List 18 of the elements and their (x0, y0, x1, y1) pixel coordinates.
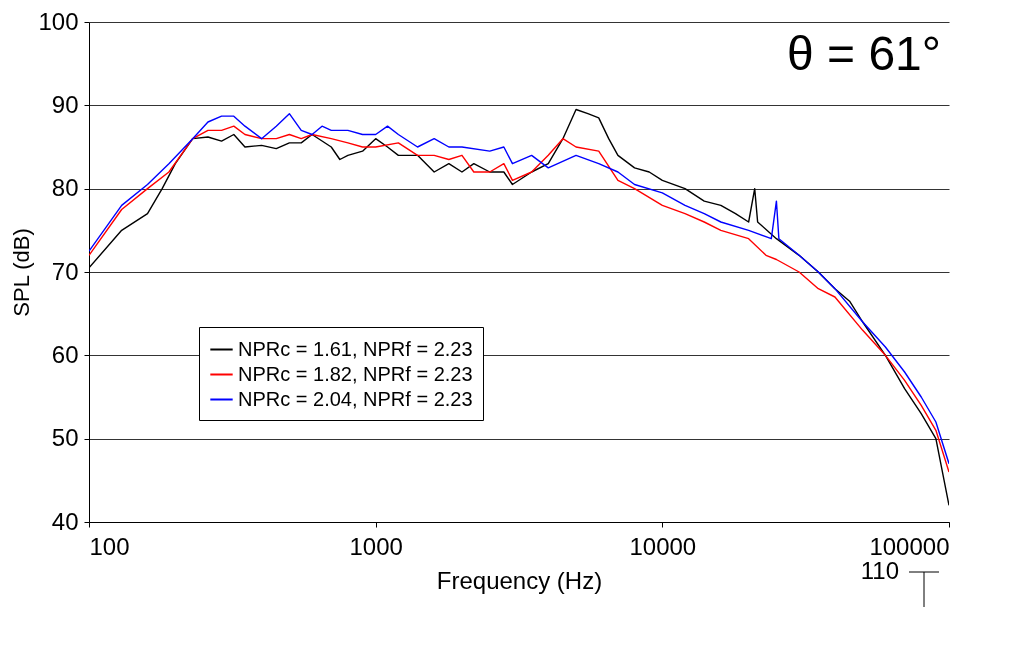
x-tick-label: 100000 (869, 532, 950, 560)
y-tick-label: 60 (51, 340, 79, 368)
text: 110 (860, 557, 899, 584)
y-tick-label: 70 (51, 257, 79, 285)
x-tick-label: 100 (89, 532, 130, 560)
y-axis-title: SPL (dB) (9, 228, 35, 317)
x-tick-label: 10000 (629, 532, 697, 560)
y-tick-label: 100 (38, 7, 79, 35)
legend-label: NPRc = 2.04, NPRf = 2.23 (238, 387, 473, 410)
x-tick-label: 1000 (349, 532, 403, 560)
x-axis-title: Frequency (Hz) (436, 566, 603, 594)
y-tick-label: 90 (51, 90, 79, 118)
legend-label: NPRc = 1.82, NPRf = 2.23 (238, 362, 473, 385)
y-tick-label: 40 (51, 507, 79, 535)
chart-title: θ = 61° (787, 27, 941, 80)
y-tick-label: 80 (51, 174, 79, 202)
y-tick-label: 50 (51, 424, 79, 452)
legend-label: NPRc = 1.61, NPRf = 2.23 (238, 337, 473, 360)
